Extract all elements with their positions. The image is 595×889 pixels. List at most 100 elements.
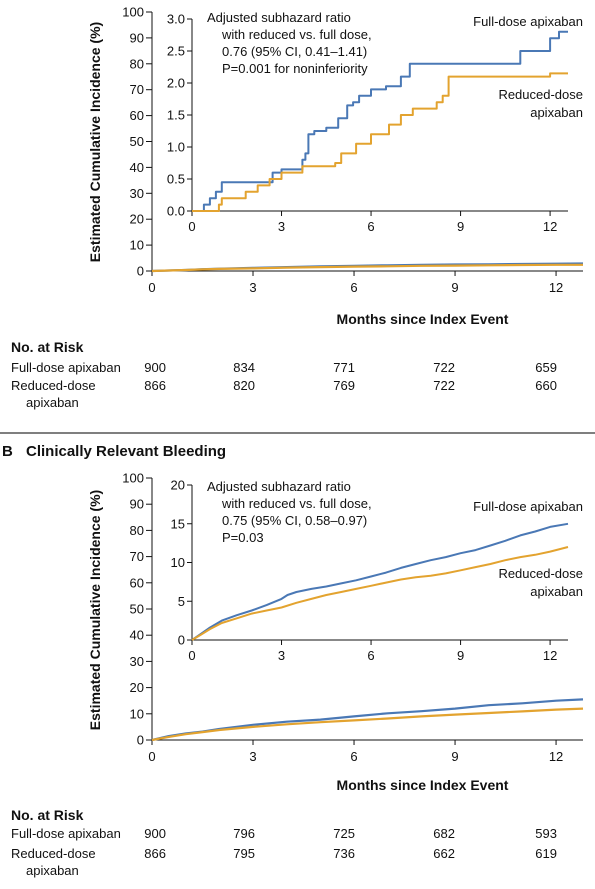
- y-tick-label: 90: [130, 30, 144, 45]
- y-tick-label: 30: [130, 186, 144, 201]
- y-tick-label: 50: [130, 602, 144, 617]
- y-tick-label: 0: [137, 264, 144, 279]
- risk-value: 662: [433, 846, 455, 861]
- inset-x-tick-label: 6: [367, 219, 374, 234]
- x-tick-label: 9: [451, 749, 458, 764]
- inset-y-tick-label: 10: [171, 555, 185, 570]
- risk-heading: No. at Risk: [11, 339, 84, 355]
- risk-value: 659: [535, 360, 557, 375]
- risk-row-label: Reduced-dose: [11, 846, 96, 861]
- risk-value: 769: [333, 378, 355, 393]
- risk-value: 900: [144, 360, 166, 375]
- risk-value: 660: [535, 378, 557, 393]
- y-tick-label: 80: [130, 523, 144, 538]
- y-tick-label: 10: [130, 706, 144, 721]
- y-tick-label: 10: [130, 238, 144, 253]
- inset-x-tick-label: 0: [188, 219, 195, 234]
- inset-y-tick-label: 1.0: [167, 140, 185, 155]
- x-tick-label: 6: [350, 280, 357, 295]
- risk-value: 722: [433, 360, 455, 375]
- risk-value: 593: [535, 826, 557, 841]
- inset-y-tick-label: 5: [178, 594, 185, 609]
- risk-row-label: Reduced-dose: [11, 378, 96, 393]
- x-tick-label: 3: [249, 749, 256, 764]
- inset-x-tick-label: 6: [367, 648, 374, 663]
- panel-title: Clinically Relevant Bleeding: [26, 443, 226, 460]
- main-series-reduced: [151, 707, 584, 742]
- risk-value: 771: [333, 360, 355, 375]
- risk-value: 834: [233, 360, 255, 375]
- inset-x-tick-label: 12: [543, 648, 557, 663]
- inset-x-tick-label: 3: [278, 648, 285, 663]
- legend-full-dose: Full-dose apixaban: [473, 14, 583, 29]
- y-tick-label: 30: [130, 654, 144, 669]
- risk-value: 795: [233, 846, 255, 861]
- risk-value: 736: [333, 846, 355, 861]
- inset-y-tick-label: 0: [178, 633, 185, 648]
- x-tick-label: 0: [148, 280, 155, 295]
- x-axis-title: Months since Index Event: [337, 311, 509, 327]
- inset-y-tick-label: 3.0: [167, 12, 185, 27]
- risk-value: 722: [433, 378, 455, 393]
- y-tick-label: 100: [122, 471, 144, 486]
- x-tick-label: 12: [549, 280, 563, 295]
- x-tick-label: 6: [350, 749, 357, 764]
- legend-reduced-dose: apixaban: [530, 105, 583, 120]
- risk-value: 682: [433, 826, 455, 841]
- y-axis-title: Estimated Cumulative Incidence (%): [87, 22, 103, 262]
- inset-series-reduced: [191, 546, 569, 641]
- inset-y-tick-label: 0.0: [167, 204, 185, 219]
- inset-x-tick-label: 9: [457, 219, 464, 234]
- panel-letter: B: [2, 443, 13, 460]
- inset-series-full: [192, 30, 568, 212]
- inset-y-tick-label: 2.5: [167, 44, 185, 59]
- y-tick-label: 70: [130, 82, 144, 97]
- inset-series-reduced: [192, 72, 568, 212]
- y-tick-label: 90: [130, 497, 144, 512]
- y-tick-label: 20: [130, 680, 144, 695]
- legend-reduced-dose: apixaban: [530, 584, 583, 599]
- y-axis-title: Estimated Cumulative Incidence (%): [87, 490, 103, 730]
- annotation-line: Adjusted subhazard ratio: [207, 479, 351, 494]
- risk-value: 796: [233, 826, 255, 841]
- y-tick-label: 40: [130, 628, 144, 643]
- risk-heading: No. at Risk: [11, 807, 84, 823]
- legend-reduced-dose: Reduced-dose: [498, 87, 583, 102]
- y-tick-label: 20: [130, 212, 144, 227]
- y-tick-label: 100: [122, 5, 144, 20]
- risk-row-label: apixaban: [26, 863, 79, 878]
- inset-x-tick-label: 3: [278, 219, 285, 234]
- inset-y-tick-label: 15: [171, 516, 185, 531]
- y-tick-label: 70: [130, 549, 144, 564]
- x-tick-label: 0: [148, 749, 155, 764]
- y-tick-label: 60: [130, 108, 144, 123]
- risk-row-label: apixaban: [26, 395, 79, 410]
- risk-value: 900: [144, 826, 166, 841]
- annotation-line: with reduced vs. full dose,: [221, 496, 372, 511]
- risk-value: 725: [333, 826, 355, 841]
- y-tick-label: 80: [130, 56, 144, 71]
- risk-row-label: Full-dose apixaban: [11, 826, 121, 841]
- risk-value: 619: [535, 846, 557, 861]
- x-tick-label: 12: [549, 749, 563, 764]
- x-tick-label: 3: [249, 280, 256, 295]
- annotation-line: Adjusted subhazard ratio: [207, 10, 351, 25]
- inset-x-tick-label: 9: [457, 648, 464, 663]
- panel-b: B Clinically Relevant Bleeding01020304050…: [2, 443, 584, 878]
- inset-y-tick-label: 0.5: [167, 172, 185, 187]
- risk-value: 866: [144, 378, 166, 393]
- risk-row-label: Full-dose apixaban: [11, 360, 121, 375]
- annotation-line: P=0.001 for noninferiority: [222, 61, 368, 76]
- inset-series-full: [191, 522, 569, 641]
- annotation-line: 0.76 (95% CI, 0.41–1.41): [222, 44, 367, 59]
- y-tick-label: 0: [137, 733, 144, 748]
- inset-y-tick-label: 2.0: [167, 76, 185, 91]
- annotation-line: P=0.03: [222, 530, 264, 545]
- annotation-line: 0.75 (95% CI, 0.58–0.97): [222, 513, 367, 528]
- risk-value: 866: [144, 846, 166, 861]
- y-tick-label: 50: [130, 134, 144, 149]
- inset-y-tick-label: 1.5: [167, 108, 185, 123]
- inset-x-tick-label: 0: [188, 648, 195, 663]
